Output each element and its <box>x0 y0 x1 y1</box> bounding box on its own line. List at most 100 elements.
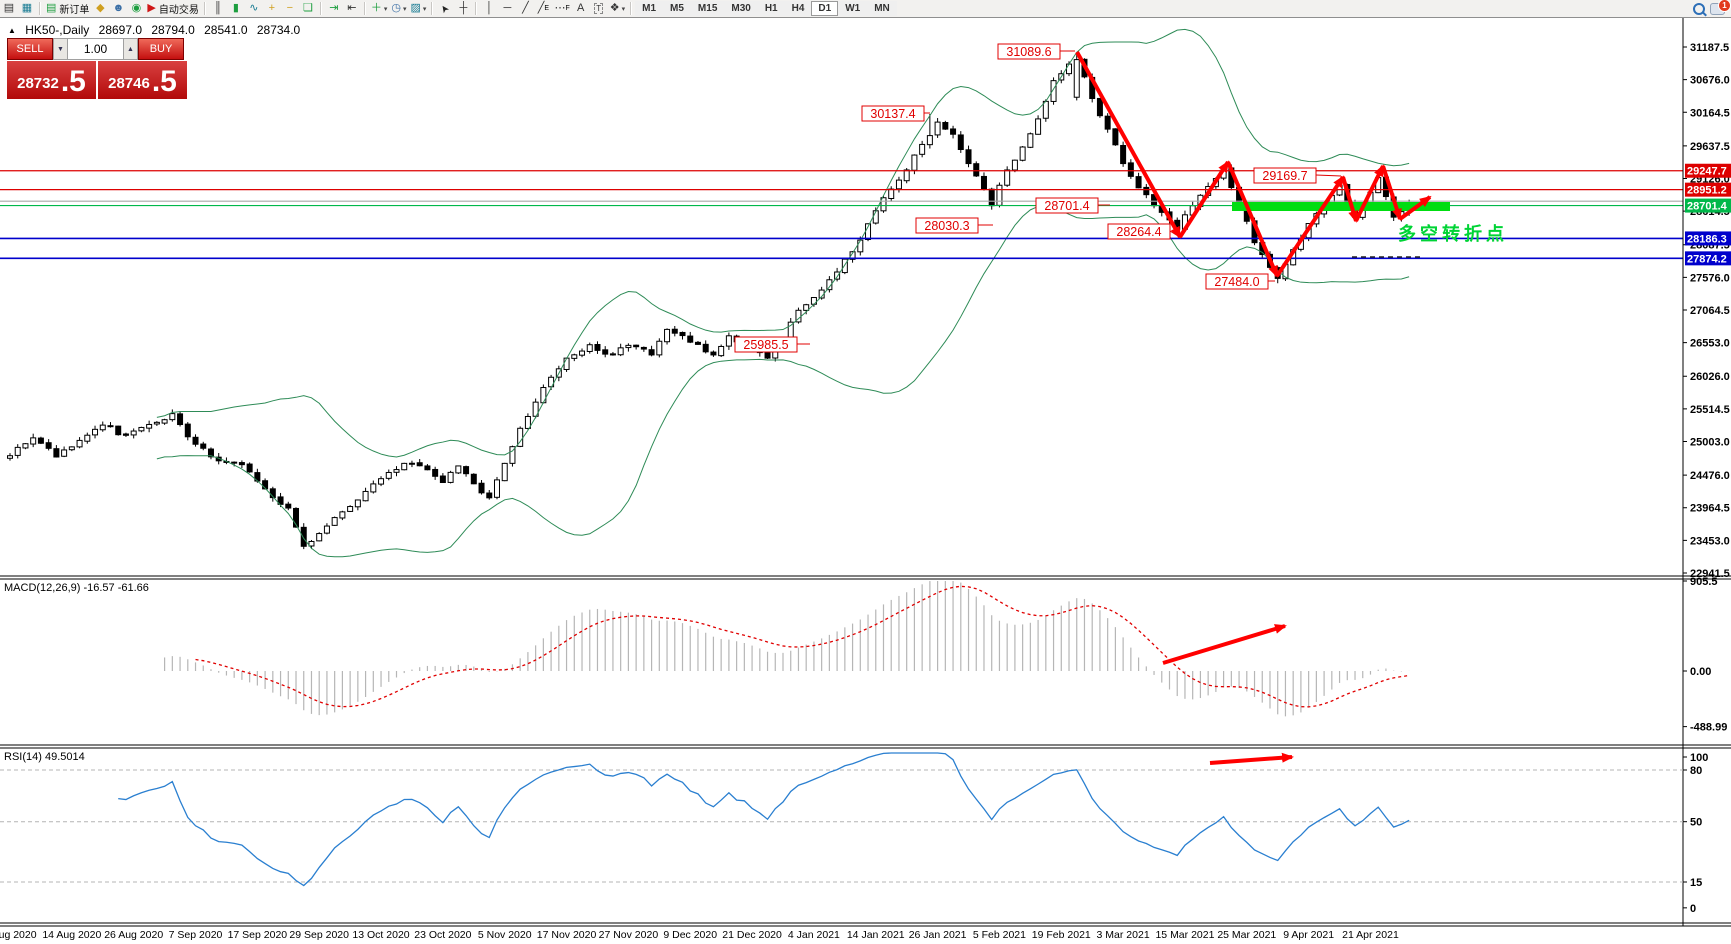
new-order-label: 新订单 <box>59 5 90 16</box>
ask-price-button[interactable]: 28746 .5 <box>98 61 187 99</box>
price-label-box <box>1107 223 1171 240</box>
svg-text:5 Feb 2021: 5 Feb 2021 <box>973 929 1026 941</box>
bar-chart-button[interactable]: ║ <box>209 1 227 16</box>
svg-text:23964.5: 23964.5 <box>1690 503 1730 515</box>
new-chart-button[interactable]: ▤ <box>0 1 18 16</box>
svg-text:29 Sep 2020: 29 Sep 2020 <box>289 929 349 941</box>
timeframe-m15-button[interactable]: M15 <box>690 1 725 16</box>
timeframe-h4-button[interactable]: H4 <box>784 1 812 16</box>
channel-button[interactable]: ╱ E <box>534 1 552 16</box>
news-button[interactable]: ◉ <box>127 1 145 16</box>
svg-text:14 Aug 2020: 14 Aug 2020 <box>42 929 101 941</box>
community-button[interactable]: ☻ <box>109 1 127 16</box>
svg-text:905.5: 905.5 <box>1690 576 1718 588</box>
svg-text:25514.5: 25514.5 <box>1690 404 1730 416</box>
timeframe-mn-button[interactable]: MN <box>867 1 897 16</box>
timeframe-h1-button[interactable]: H1 <box>757 1 785 16</box>
fibonacci-sub-label: F <box>565 5 570 12</box>
svg-text:26026.0: 26026.0 <box>1690 371 1730 383</box>
svg-text:21 Dec 2020: 21 Dec 2020 <box>722 929 782 941</box>
timeframe-m30-button[interactable]: M30 <box>724 1 758 16</box>
price-label-box <box>1253 167 1317 184</box>
horizontal-line-button[interactable]: ─ <box>498 1 516 16</box>
cursor-icon: ➤ <box>438 1 453 16</box>
indicators-dropdown[interactable]: ＋ ▾ <box>369 1 390 16</box>
svg-text:27 Nov 2020: 27 Nov 2020 <box>599 929 659 941</box>
text-label-button[interactable]: T <box>590 1 608 16</box>
volume-increase-button[interactable]: ▲ <box>123 38 138 60</box>
timeframe-m1-button[interactable]: M1 <box>635 1 664 16</box>
timeframe-w1-button[interactable]: W1 <box>838 1 868 16</box>
buy-button[interactable]: BUY <box>138 38 184 60</box>
svg-text:28951.2: 28951.2 <box>1687 185 1727 197</box>
chevron-down-icon: ▾ <box>422 5 427 13</box>
macd-arrow <box>1162 624 1287 665</box>
volume-decrease-button[interactable]: ▼ <box>53 38 68 60</box>
svg-text:26 Aug 2020: 26 Aug 2020 <box>104 929 163 941</box>
text-label-icon: T <box>594 3 604 14</box>
zoom-out-button[interactable]: − <box>281 1 299 16</box>
toolbar-separator <box>319 2 322 15</box>
periods-dropdown[interactable]: ◷ ▾ <box>389 1 408 16</box>
tile-windows-icon: ❏ <box>302 2 313 14</box>
notifications-button[interactable]: 1 <box>1708 0 1731 16</box>
metaeditor-button[interactable]: ◆ <box>91 1 109 16</box>
volume-input[interactable]: 1.00 <box>68 38 123 60</box>
svg-text:31089.6: 31089.6 <box>1006 45 1051 59</box>
bar-chart-icon: ║ <box>213 2 222 14</box>
metaeditor-icon: ◆ <box>96 2 105 14</box>
tile-windows-button[interactable]: ❏ <box>299 1 317 16</box>
trendline-icon: ╱ <box>522 2 529 14</box>
template-icon: ▨ <box>410 2 421 14</box>
spinner-down-icon: ▼ <box>57 45 64 53</box>
trendline-button[interactable]: ╱ <box>516 1 534 16</box>
shapes-dropdown[interactable]: ❖ ▾ <box>608 1 627 16</box>
svg-text:7 Sep 2020: 7 Sep 2020 <box>169 929 223 941</box>
svg-text:26553.0: 26553.0 <box>1690 338 1730 350</box>
svg-text:100: 100 <box>1690 752 1708 764</box>
templates-dropdown[interactable]: ▨ ▾ <box>409 1 429 16</box>
fibonacci-button[interactable]: ⋯ F <box>552 1 571 16</box>
bid-price-button[interactable]: 28732 .5 <box>7 61 96 99</box>
text-button[interactable]: A <box>572 1 590 16</box>
svg-text:26 Jan 2021: 26 Jan 2021 <box>909 929 967 941</box>
toolbar-separator <box>39 2 41 15</box>
chart-canvas[interactable]: 31187.530676.030164.529637.529126.028614… <box>0 17 1731 944</box>
ohlc-close: 28734.0 <box>256 23 301 37</box>
line-chart-button[interactable]: ∿ <box>245 1 263 16</box>
timeframe-m5-button[interactable]: M5 <box>663 1 691 16</box>
svg-text:27874.2: 27874.2 <box>1687 253 1727 265</box>
timeframe-group: M1 M5 M15 M30 H1 H4 D1 W1 MN <box>635 1 897 16</box>
vertical-line-button[interactable]: │ <box>480 1 498 16</box>
price-label-box <box>915 217 979 234</box>
price-chart[interactable]: 31187.530676.030164.529637.529126.028614… <box>0 17 1731 944</box>
autotrading-button[interactable]: ▶ 自动交易 <box>145 1 200 17</box>
cursor-button[interactable]: ➤ <box>436 1 454 16</box>
svg-text:-488.99: -488.99 <box>1690 722 1727 734</box>
autoscroll-button[interactable]: ⇥ <box>325 1 343 16</box>
svg-text:15 Mar 2021: 15 Mar 2021 <box>1155 929 1214 941</box>
crosshair-button[interactable]: ┼ <box>454 1 472 16</box>
chart-shift-button[interactable]: ⇤ <box>343 1 361 16</box>
fibonacci-icon: ⋯ <box>554 2 566 14</box>
new-order-button[interactable]: ▤ 新订单 <box>44 1 91 17</box>
svg-text:0: 0 <box>1690 903 1696 915</box>
price-label-box <box>861 105 925 122</box>
svg-text:21 Apr 2021: 21 Apr 2021 <box>1342 929 1399 941</box>
highlight-zone <box>1232 202 1450 211</box>
svg-text:22941.5: 22941.5 <box>1690 568 1730 580</box>
search-button[interactable] <box>1690 1 1708 16</box>
zoom-in-button[interactable]: + <box>263 1 281 16</box>
sell-button[interactable]: SELL <box>7 38 53 60</box>
rsi-line <box>118 752 1410 887</box>
ohlc-open: 28697.0 <box>98 23 143 37</box>
candle-chart-button[interactable]: ▮ <box>227 1 245 16</box>
one-click-trading-panel: SELL ▼ 1.00 ▲ BUY 28732 .5 28746 .5 <box>7 38 188 99</box>
svg-text:27484.0: 27484.0 <box>1214 275 1259 289</box>
zoom-in-icon: + <box>268 2 276 14</box>
community-icon: ☻ <box>112 2 125 14</box>
timeframe-d1-button[interactable]: D1 <box>811 1 839 16</box>
toolbar-separator <box>630 2 633 15</box>
profiles-button[interactable]: ▦ <box>18 1 36 16</box>
candlesticks <box>7 53 1413 550</box>
